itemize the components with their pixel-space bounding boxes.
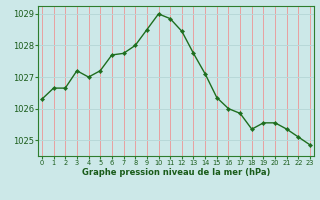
X-axis label: Graphe pression niveau de la mer (hPa): Graphe pression niveau de la mer (hPa) [82,168,270,177]
